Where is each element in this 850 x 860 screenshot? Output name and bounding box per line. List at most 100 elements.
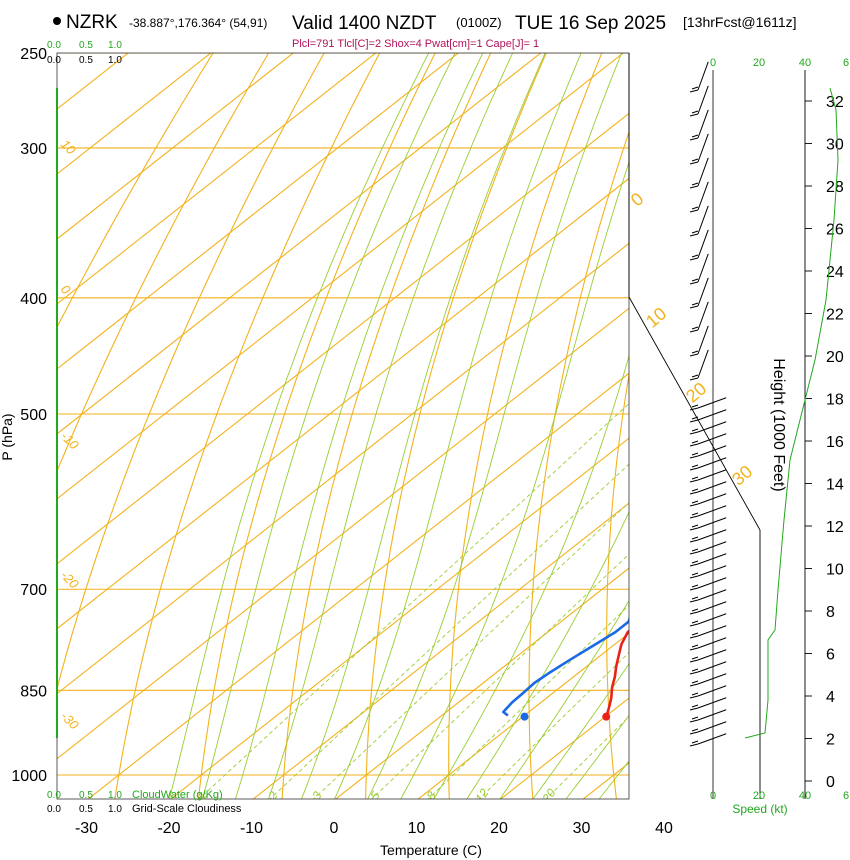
- speed-tick-bottom-0: 0: [710, 790, 716, 802]
- wind-barb-flag: [691, 278, 699, 282]
- wind-barb-staff: [697, 409, 727, 421]
- wind-barb: [689, 85, 709, 117]
- mixing-ratio-line-2: [269, 463, 629, 799]
- temp-tick-30: 30: [573, 820, 591, 837]
- wind-barb-flag: [689, 719, 699, 723]
- moist-adiabat--12: [234, 53, 484, 799]
- moist-adiabat-4: [367, 53, 623, 799]
- wind-barb-staff: [697, 253, 709, 283]
- wind-barb-staff: [697, 229, 709, 259]
- theta-label-20: 20: [682, 378, 710, 406]
- wind-barb: [689, 133, 709, 165]
- wind-barb-flag: [691, 668, 699, 672]
- pressure-tick-700: 700: [20, 582, 47, 599]
- moist-adiabat-28: [565, 714, 629, 799]
- mixing-ratio-label-12: 12: [472, 786, 491, 805]
- wind-barb-flag: [689, 659, 699, 663]
- moist-adiabat-36: [631, 0, 850, 800]
- moist-adiabat--8: [268, 53, 514, 799]
- isotherm--150: [0, 0, 193, 800]
- moist-adiabat-32: [598, 760, 629, 799]
- wind-barb: [689, 637, 727, 651]
- mixing-ratio-label-2: 2: [265, 789, 281, 804]
- wind-barb: [689, 505, 727, 519]
- wind-barb-flag: [691, 86, 699, 90]
- wind-barb-staff: [697, 553, 727, 565]
- wind-barb-flag: [689, 647, 699, 651]
- wind-barb: [689, 433, 727, 447]
- wind-barb: [689, 589, 727, 603]
- wind-barb-staff: [697, 721, 727, 733]
- wind-barb-flag: [689, 257, 699, 261]
- wind-barb-flag: [689, 503, 699, 507]
- wind-barb-flag: [689, 233, 699, 237]
- moist-adiabat-12: [433, 354, 629, 799]
- dry-adiabat--30: [114, 53, 381, 799]
- wind-barb-flag: [689, 671, 699, 675]
- wind-barb: [689, 205, 709, 237]
- wind-barb: [689, 301, 709, 333]
- wind-barb-staff: [697, 685, 727, 697]
- profiles: [501, 616, 629, 721]
- isotherm--140: [57, 53, 130, 110]
- wind-barb-flag: [691, 110, 699, 114]
- wind-barb-flag: [689, 137, 699, 141]
- temp-tick-10: 10: [408, 820, 426, 837]
- wind-barb: [689, 445, 727, 459]
- chart-grid: 1 2 3 5 8 12 20: [0, 0, 850, 805]
- wind-barb-flag: [691, 704, 699, 708]
- wind-barb-staff: [697, 205, 709, 235]
- mixing-ratio-label-5: 5: [367, 789, 382, 803]
- temp-tick-40: 40: [655, 820, 673, 837]
- theta-label-30: 30: [728, 461, 756, 489]
- wind-barbs: [689, 61, 727, 747]
- isotherm--60: [57, 177, 629, 630]
- top-cloud-tick2-0: 0.0: [47, 55, 61, 66]
- wind-barb-flag: [691, 740, 699, 744]
- wind-barb: [689, 685, 727, 699]
- pressure-tick-300: 300: [20, 141, 47, 158]
- wind-barb-staff: [697, 733, 727, 745]
- mixing-ratio-line-1: [198, 403, 629, 799]
- wind-barb-flag: [689, 515, 699, 519]
- wind-barb-flag: [691, 716, 699, 720]
- wind-barb-flag: [689, 329, 699, 333]
- wind-barb-flag: [691, 404, 699, 408]
- height-tick-2: 2: [826, 732, 835, 749]
- temp-tick-0: 0: [330, 820, 339, 837]
- wind-barb: [689, 109, 709, 141]
- height-tick-8: 8: [826, 604, 835, 621]
- right-green-bottom-6: 6: [843, 790, 849, 802]
- wind-barb-flag: [689, 731, 699, 735]
- wind-barb: [689, 61, 709, 93]
- wind-barb-flag: [691, 350, 699, 354]
- wind-barb-flag: [689, 89, 699, 93]
- wind-barb-flag: [691, 692, 699, 696]
- wind-barb-staff: [697, 457, 727, 469]
- top-cloud-tick-1: 0.5: [79, 40, 93, 51]
- wind-barb-staff: [697, 301, 709, 331]
- wind-barb: [689, 721, 727, 735]
- pressure-tick-850: 850: [20, 683, 47, 700]
- wind-barb: [689, 625, 727, 639]
- wind-barb-flag: [689, 491, 699, 495]
- wind-barb-flag: [691, 608, 699, 612]
- wind-barb: [689, 553, 727, 567]
- height-tick-30: 30: [826, 137, 844, 154]
- wind-speed-profile: [744, 87, 839, 739]
- wind-barb-flag: [691, 584, 699, 588]
- isotherm-label--10: -10: [58, 429, 82, 453]
- wind-barb: [689, 157, 709, 189]
- wind-barb-staff: [697, 697, 727, 709]
- mixing-ratio-line-20: [545, 715, 629, 799]
- wind-barb-staff: [697, 493, 727, 505]
- wind-barb-staff: [697, 649, 727, 661]
- wind-barb-flag: [691, 464, 699, 468]
- wind-barb-flag: [691, 632, 699, 636]
- height-axis-label: Height (1000 Feet): [770, 358, 787, 491]
- surface-dewpoint-marker: [520, 712, 529, 721]
- wind-barb: [689, 577, 727, 591]
- height-tick-22: 22: [826, 307, 844, 324]
